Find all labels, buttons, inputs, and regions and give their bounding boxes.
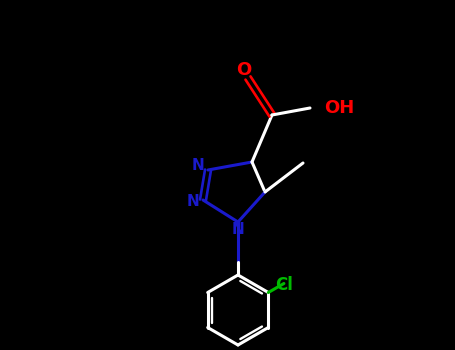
Text: OH: OH — [324, 99, 354, 117]
Text: N: N — [232, 222, 244, 237]
Text: Cl: Cl — [275, 276, 293, 294]
Text: N: N — [187, 195, 199, 210]
Text: N: N — [192, 159, 204, 174]
Text: O: O — [237, 61, 252, 79]
